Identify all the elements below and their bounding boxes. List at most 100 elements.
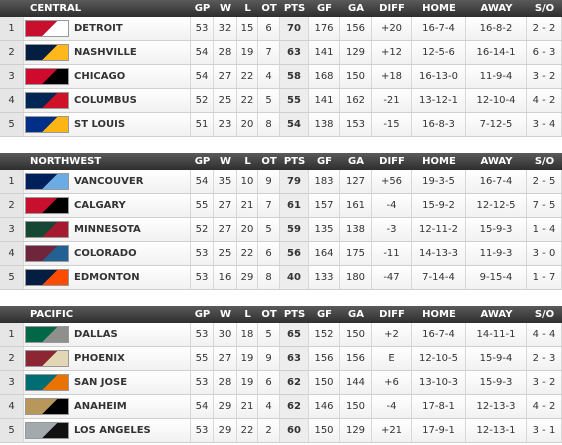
stat-cell: 40 [280,266,309,289]
stat-cell: 12-13-1 [466,419,527,442]
stat-cell: 13-10-3 [412,371,466,394]
stat-cell: 12-10-5 [412,347,466,370]
team-name: VANCOUVER [24,170,191,193]
stat-cell: +21 [372,419,412,442]
team-name: DETROIT [24,17,191,40]
stat-cell: 54 [191,41,214,64]
stat-cell: 79 [280,170,309,193]
column-header: GA [348,309,364,320]
stat-cell: 141 [309,89,340,112]
stat-cell: +6 [372,371,412,394]
stat-cell: 150 [309,419,340,442]
division-name: CENTRAL [30,3,82,14]
stat-cell: 180 [340,266,372,289]
stat-cell: 3 - 2 [527,65,562,88]
stat-cell: 3 - 0 [527,242,562,265]
team-name: COLUMBUS [24,89,191,112]
stat-cell: 25 [214,89,237,112]
stat-cell: 10 [237,170,258,193]
stat-cell: 9 [258,347,280,370]
team-logo [25,197,69,214]
stat-cell: 127 [340,170,372,193]
stat-cell: 54 [191,170,214,193]
team-logo [25,374,69,391]
stat-cell: 30 [214,323,237,346]
stat-cell: 27 [214,65,237,88]
division-name: NORTHWEST [30,156,102,167]
stat-cell: 7 [258,194,280,217]
stat-cell: 53 [191,17,214,40]
stat-cell: 53 [191,266,214,289]
team-row: 1 DETROIT 53 32 15 6 70 176 156 +20 16-7-4 16-8-2 2 … [0,17,562,41]
column-header: GF [316,309,333,320]
stat-cell: 12-12-5 [466,194,527,217]
column-header: DIFF [379,309,405,320]
team-row: 5 ST LOUIS 51 23 20 8 54 138 153 -15 16-8-3 7-12-5 3… [0,113,562,137]
team-name: ANAHEIM [24,395,191,418]
stat-cell: 29 [237,266,258,289]
stat-cell: -3 [372,218,412,241]
stat-cell: 138 [340,218,372,241]
team-logo [25,245,69,262]
stat-cell: 55 [191,347,214,370]
stat-cell: 16-7-4 [466,170,527,193]
rank: 1 [0,323,24,346]
stat-cell: 183 [309,170,340,193]
stat-cell: 60 [280,419,309,442]
stat-cell: 12-13-3 [466,395,527,418]
team-logo [25,173,69,190]
stat-cell: 54 [280,113,309,136]
stat-cell: +56 [372,170,412,193]
column-header: PTS [283,3,306,14]
rank: 4 [0,89,24,112]
column-header: W [219,156,232,167]
column-header: DIFF [379,156,405,167]
column-header: PTS [283,309,306,320]
stat-cell: 17-8-1 [412,395,466,418]
stat-cell: 168 [309,65,340,88]
rank: 5 [0,113,24,136]
stat-cell: -11 [372,242,412,265]
stat-cell: 16-8-3 [412,113,466,136]
team-row: 1 VANCOUVER 54 35 10 9 79 183 127 +56 19-3-5 16-7-4… [0,170,562,194]
stat-cell: -4 [372,395,412,418]
stat-cell: 25 [214,242,237,265]
stat-cell: 17-9-1 [412,419,466,442]
stat-cell: 16-14-1 [466,41,527,64]
column-header: GA [348,156,364,167]
stat-cell: 12-10-4 [466,89,527,112]
stat-cell: 3 - 4 [527,113,562,136]
stat-cell: 16-8-2 [466,17,527,40]
stat-cell: 175 [340,242,372,265]
team-name: PHOENIX [24,347,191,370]
stat-cell: -21 [372,89,412,112]
stat-cell: +18 [372,65,412,88]
team-row: 1 DALLAS 53 30 18 5 65 152 150 +2 16-7-4 14-11-1 4 -… [0,323,562,347]
stat-cell: 16-7-4 [412,323,466,346]
stat-cell: 61 [280,194,309,217]
column-header: GP [194,156,211,167]
team-name: NASHVILLE [24,41,191,64]
stat-cell: 28 [214,41,237,64]
column-header: AWAY [480,3,513,14]
stat-cell: 3 - 2 [527,371,562,394]
stat-cell: 11-9-3 [466,242,527,265]
rank: 5 [0,266,24,289]
stat-cell: 20 [237,113,258,136]
stat-cell: 161 [340,194,372,217]
stat-cell: 21 [237,194,258,217]
stat-cell: 135 [309,218,340,241]
stat-cell: 35 [214,170,237,193]
stat-cell: 4 - 2 [527,89,562,112]
stat-cell: 19-3-5 [412,170,466,193]
column-header: L [244,3,251,14]
stat-cell: 150 [340,395,372,418]
team-row: 5 LOS ANGELES 53 29 22 2 60 150 129 +21 17-9-1 12-1… [0,419,562,443]
stat-cell: 63 [280,41,309,64]
stat-cell: 12-5-6 [412,41,466,64]
stat-cell: 144 [340,371,372,394]
stat-cell: 11-9-4 [466,65,527,88]
rank: 2 [0,41,24,64]
stat-cell: 5 [258,218,280,241]
stat-cell: 18 [237,323,258,346]
